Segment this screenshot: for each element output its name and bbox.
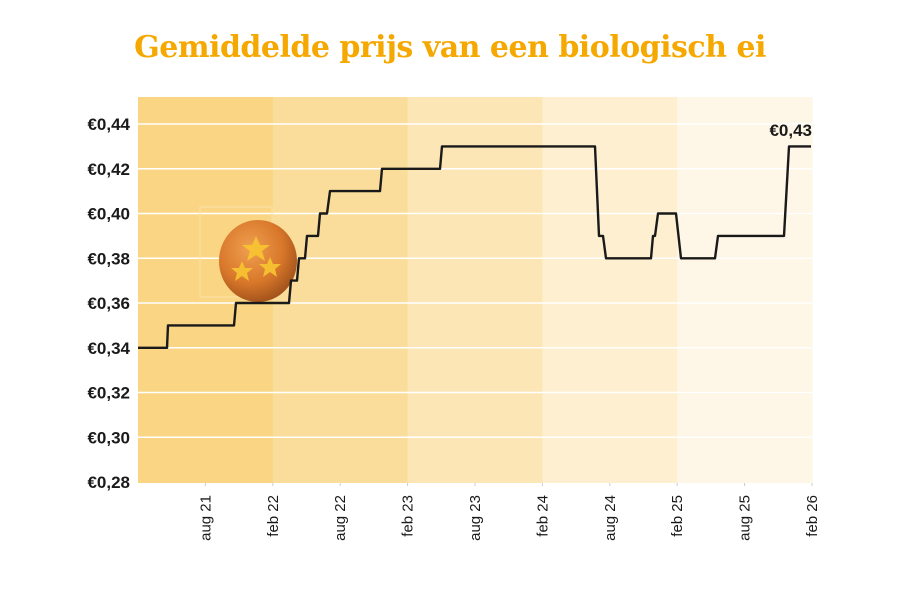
y-tick-label: €0,42 [87,160,130,179]
x-axis: aug 21 feb 22 aug 22 feb 23 aug 23 feb 24 aug … [197,483,821,541]
x-tick-label: feb 26 [804,495,821,537]
star-icon [231,261,253,281]
chart-title: Gemiddelde prijs van een biologisch ei [134,30,766,65]
x-tick-label: feb 22 [265,495,282,537]
background-band [272,97,409,483]
y-tick-label: €0,40 [87,205,130,224]
x-tick-label: aug 25 [737,495,754,541]
price-line [138,145,811,349]
x-tick-label: feb 25 [669,495,686,537]
background-band [407,97,543,483]
y-tick-label: €0,44 [87,115,130,134]
last-value-label: €0,43 [769,121,812,140]
star-icon [259,257,281,277]
background-band [542,97,678,483]
y-tick-label: €0,38 [87,249,130,268]
x-tick-label: aug 22 [332,495,349,541]
y-tick-label: €0,32 [87,384,130,403]
x-tick-label: aug 21 [197,495,214,541]
y-tick-label: €0,28 [87,473,130,492]
y-tick-label: €0,30 [87,428,130,447]
background-band [677,97,813,483]
y-tick-label: €0,34 [87,339,130,358]
egg-illustration [199,206,297,302]
star-icon [242,236,270,261]
y-axis: €0,28 €0,30 €0,32 €0,34 €0,36 €0,38 €0,40 €0,42… [87,115,130,492]
x-tick-label: feb 24 [534,495,551,537]
x-tick-label: aug 24 [602,495,619,541]
background-bands [138,97,813,483]
egg-icon [219,220,297,302]
x-tick-label: aug 23 [467,495,484,541]
y-tick-label: €0,36 [87,294,130,313]
x-tick-label: feb 23 [400,495,417,537]
